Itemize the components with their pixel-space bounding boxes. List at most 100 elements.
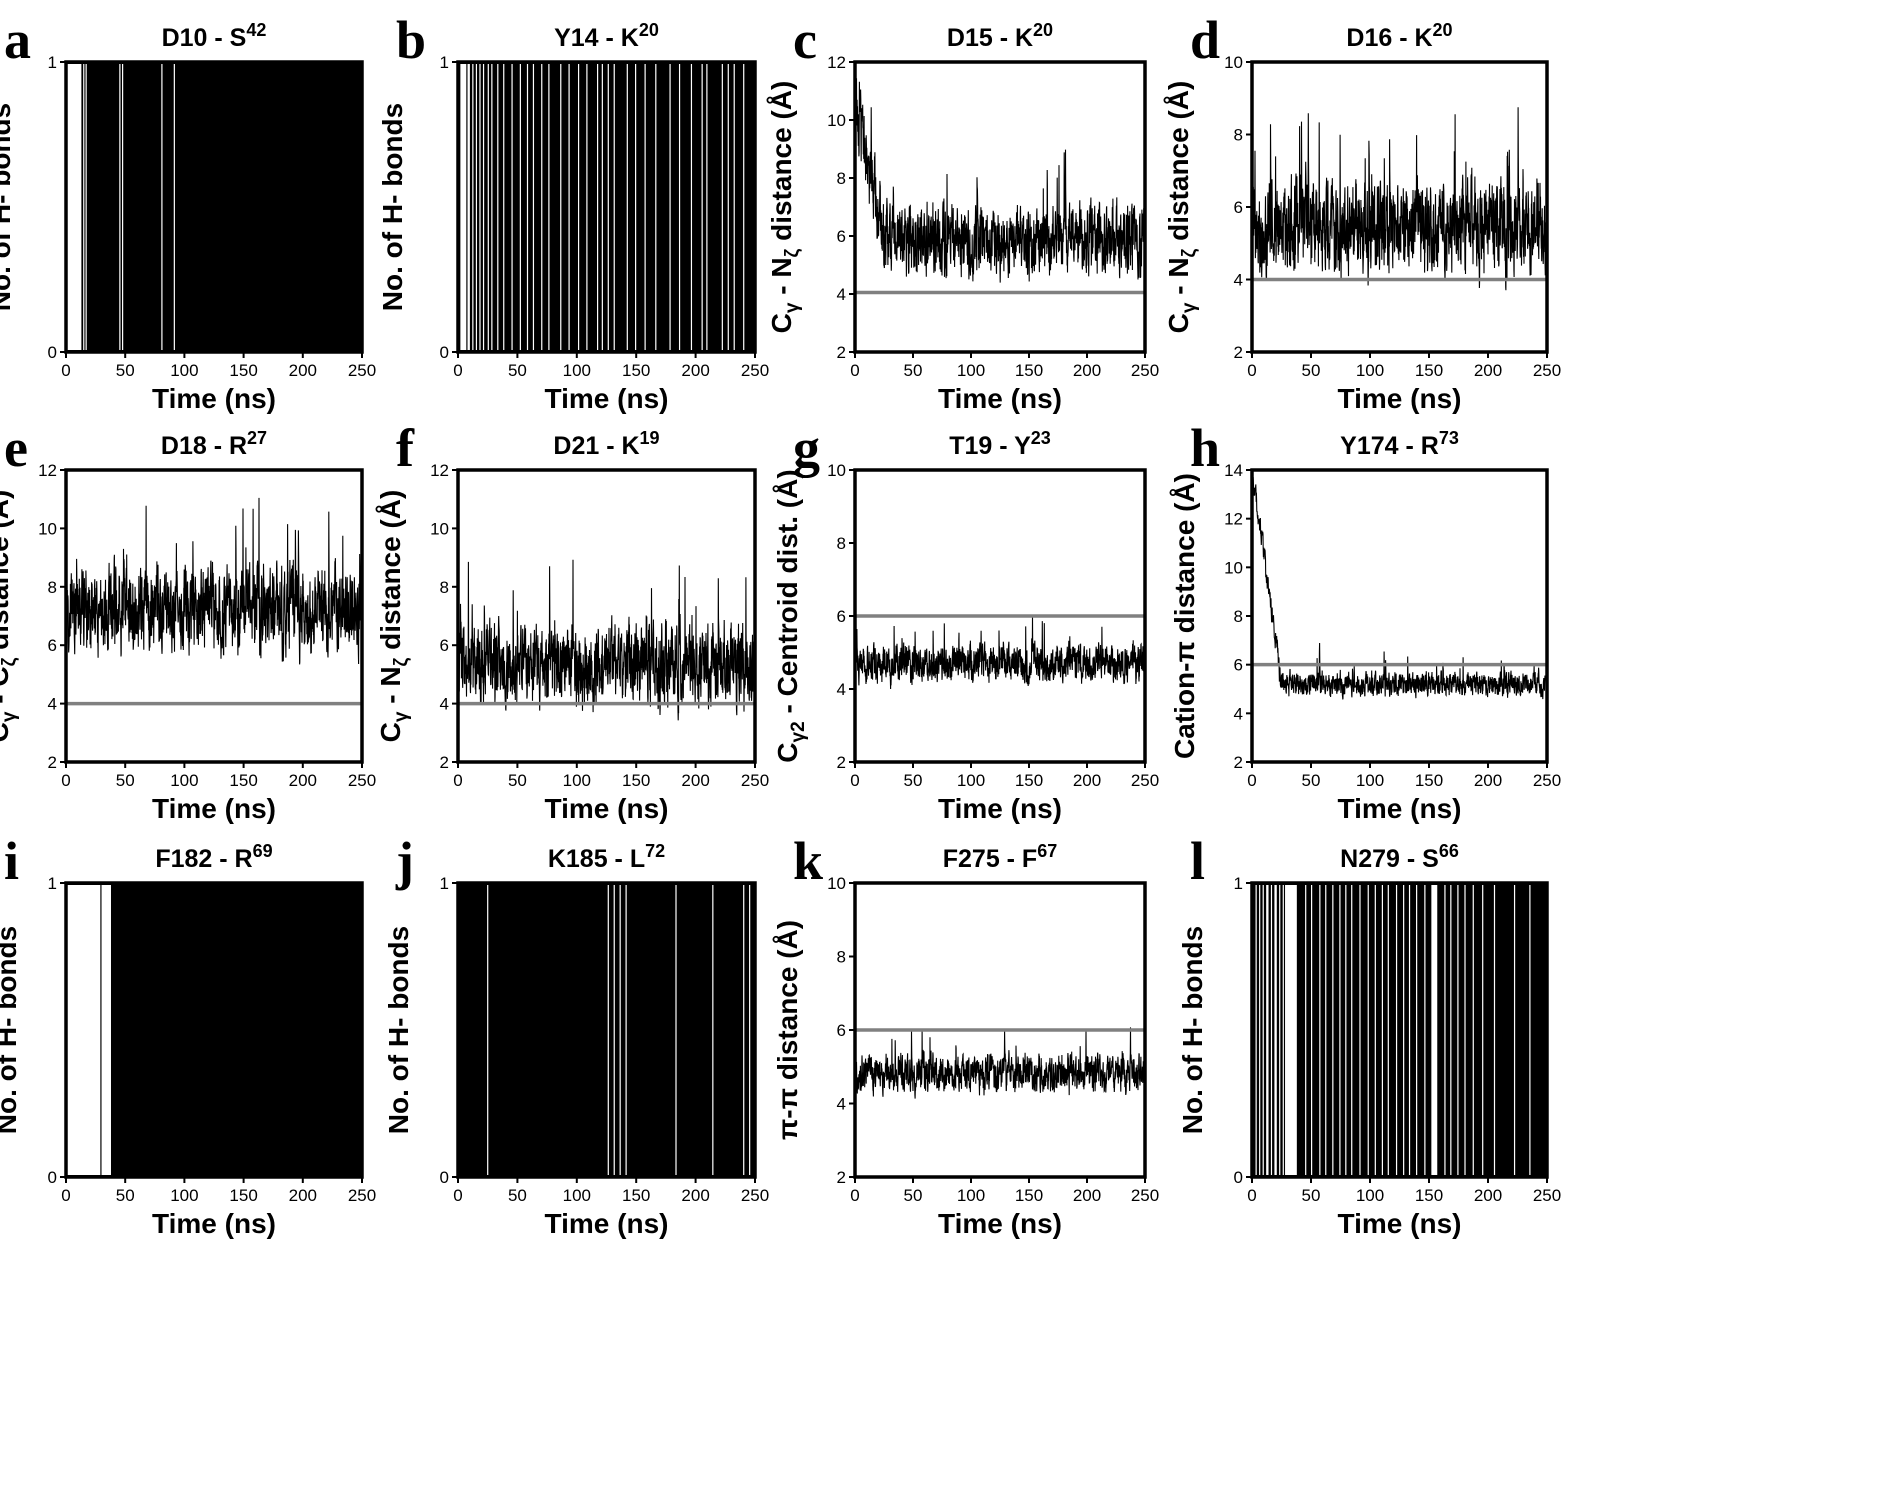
- hbond-break-interval: [1395, 885, 1398, 1175]
- y-axis-label-subscript: γ: [0, 711, 20, 722]
- panel-title-sup: 27: [247, 428, 267, 448]
- hbond-break-interval: [607, 885, 609, 1175]
- panel-title-sup: 23: [1031, 428, 1051, 448]
- x-tick-label: 200: [681, 361, 709, 380]
- hbond-break-interval: [1351, 885, 1353, 1175]
- hbond-break-interval: [1332, 885, 1334, 1175]
- hbond-break-interval: [678, 64, 681, 350]
- hbond-break-interval: [519, 64, 521, 350]
- x-axis-label: Time (ns): [545, 1208, 669, 1239]
- panel-title-main: D21 - K: [553, 432, 639, 460]
- y-tick-label: 4: [440, 695, 449, 714]
- hbond-break-interval: [1424, 885, 1426, 1175]
- hbond-break-interval: [733, 64, 735, 350]
- y-tick-label: 4: [837, 285, 846, 304]
- hbond-break-interval: [743, 64, 745, 350]
- hbond-break-interval: [1457, 885, 1459, 1175]
- hbond-break-interval: [1416, 885, 1418, 1175]
- y-axis-label: No. of H- bonds: [1177, 926, 1208, 1134]
- hbond-break-interval: [1266, 885, 1269, 1175]
- x-tick-label: 150: [622, 771, 650, 790]
- hbond-break-interval: [1367, 885, 1369, 1175]
- hbond-break-interval: [1359, 885, 1361, 1175]
- hbond-break-interval: [1408, 885, 1411, 1175]
- x-tick-label: 200: [681, 771, 709, 790]
- x-tick-label: 100: [563, 361, 591, 380]
- panel-title: N279 - S66: [1340, 841, 1459, 873]
- y-tick-label: 12: [38, 461, 57, 480]
- panel-letter: e: [4, 418, 28, 478]
- hbond-break-interval: [625, 885, 627, 1175]
- hbond-break-interval: [1282, 885, 1284, 1175]
- hbond-break-interval: [1529, 885, 1531, 1175]
- hbond-break-interval: [568, 64, 570, 350]
- hbond-break-interval: [497, 64, 499, 350]
- panel-title-main: T19 - Y: [949, 432, 1031, 460]
- x-tick-label: 250: [1533, 1186, 1561, 1205]
- x-tick-label: 200: [289, 771, 317, 790]
- y-axis-label: Cγ - Cζ distance (Å): [0, 490, 20, 743]
- panel-i: i F182 - R69 0 50 100 150 200 250 0 1 Time (ns) No.…: [0, 831, 376, 1239]
- panel-letter: c: [793, 10, 817, 70]
- hbond-break-interval: [503, 64, 505, 350]
- distance-trace: [855, 1027, 1145, 1099]
- hbond-break-interval: [1259, 885, 1261, 1175]
- hbond-break-interval: [1482, 885, 1484, 1175]
- x-tick-label: 50: [904, 771, 923, 790]
- x-tick-label: 50: [1302, 361, 1321, 380]
- y-axis-label-part: C: [0, 722, 14, 742]
- panel-title-main: Y14 - K: [554, 24, 639, 52]
- hbond-break-interval: [1431, 885, 1438, 1175]
- hbond-break-interval: [548, 64, 550, 350]
- x-tick-label: 250: [741, 771, 769, 790]
- x-tick-label: 50: [508, 361, 527, 380]
- x-axis-label: Time (ns): [152, 383, 276, 414]
- distance-trace: [855, 616, 1145, 690]
- hbond-break-interval: [173, 64, 175, 350]
- hbond-present-fill: [458, 883, 755, 1177]
- hbond-break-interval: [532, 64, 535, 350]
- y-axis-label: Cation-π distance (Å): [1169, 473, 1200, 759]
- x-tick-label: 100: [1356, 1186, 1384, 1205]
- y-tick-label: 2: [440, 753, 449, 772]
- hbond-break-interval: [635, 64, 637, 350]
- hbond-break-interval: [67, 885, 101, 1175]
- panel-title: D16 - K20: [1346, 20, 1452, 52]
- y-axis-label-subscript: γ: [391, 711, 412, 722]
- panel-title-main: D18 - R: [161, 432, 247, 460]
- y-tick-label: 1: [1234, 874, 1243, 893]
- distance-trace: [66, 497, 362, 665]
- y-axis-label: No. of H- bonds: [0, 926, 22, 1134]
- plot-frame: [456, 60, 757, 354]
- x-tick-label: 150: [229, 771, 257, 790]
- y-axis-label-part: C: [766, 313, 797, 333]
- hbond-break-interval: [607, 64, 609, 350]
- panel-f: f D21 - K19 0 50 100 150 200 250 2 4 6 8 10 12 Time (n…: [375, 418, 769, 824]
- hbond-break-interval: [1339, 885, 1341, 1175]
- hbond-break-interval: [460, 64, 467, 350]
- x-tick-label: 100: [170, 361, 198, 380]
- hbond-break-interval: [560, 64, 562, 350]
- y-tick-label: 12: [1224, 510, 1243, 529]
- x-tick-label: 150: [1015, 361, 1043, 380]
- panel-title-sup: 20: [639, 20, 659, 40]
- y-tick-label: 10: [827, 874, 846, 893]
- panel-title-sup: 67: [1037, 841, 1057, 861]
- y-tick-label: 8: [1234, 607, 1243, 626]
- panel-title-main: K185 - L: [548, 845, 645, 873]
- hbond-break-interval: [1493, 885, 1496, 1175]
- hbond-break-interval: [1464, 885, 1466, 1175]
- panel-l: l N279 - S66 0 50 100 150 200 250 0 1 Time (ns) No.…: [1177, 831, 1561, 1239]
- hbond-break-interval: [479, 64, 481, 350]
- hbond-break-interval: [467, 64, 470, 350]
- y-axis-label: Cγ - Nζ distance (Å): [1163, 81, 1200, 334]
- y-tick-label: 2: [1234, 753, 1243, 772]
- y-tick-label: 14: [1224, 461, 1243, 480]
- x-axis-label: Time (ns): [545, 383, 669, 414]
- panel-title: T19 - Y23: [949, 428, 1051, 460]
- x-tick-label: 50: [116, 361, 135, 380]
- y-axis-label-subscript: ζ: [782, 248, 803, 257]
- y-tick-label: 2: [1234, 343, 1243, 362]
- x-axis-label: Time (ns): [545, 793, 669, 824]
